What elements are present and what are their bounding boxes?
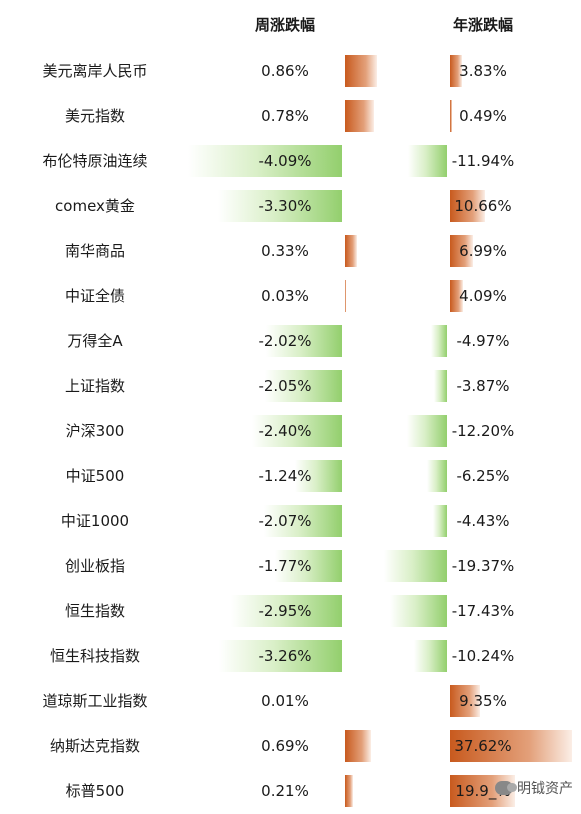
year-value: 37.62% xyxy=(423,724,543,769)
week-value: 0.69% xyxy=(225,724,345,769)
week-value: -3.30% xyxy=(225,184,345,229)
table-row: 创业板指 -1.77% -19.37% xyxy=(0,544,581,589)
week-bar xyxy=(345,775,353,807)
week-value: -4.09% xyxy=(225,139,345,184)
row-label: 中证全债 xyxy=(0,274,190,319)
week-value: 0.03% xyxy=(225,274,345,319)
table-row: 万得全A -2.02% -4.97% xyxy=(0,319,581,364)
table-row: 中证500 -1.24% -6.25% xyxy=(0,454,581,499)
week-value: -2.02% xyxy=(225,319,345,364)
table-row: 道琼斯工业指数 0.01% 9.35% xyxy=(0,679,581,724)
table-row: 布伦特原油连续 -4.09% -11.94% xyxy=(0,139,581,184)
row-label: 南华商品 xyxy=(0,229,190,274)
table-row: 中证1000 -2.07% -4.43% xyxy=(0,499,581,544)
week-value: 0.01% xyxy=(225,679,345,724)
wechat-icon xyxy=(495,781,513,795)
year-value: 10.66% xyxy=(423,184,543,229)
week-value: 0.78% xyxy=(225,94,345,139)
row-label: 万得全A xyxy=(0,319,190,364)
table-row: 上证指数 -2.05% -3.87% xyxy=(0,364,581,409)
year-value: 3.83% xyxy=(423,49,543,94)
week-value: -2.40% xyxy=(225,409,345,454)
row-label: 标普500 xyxy=(0,769,190,814)
row-label: 中证1000 xyxy=(0,499,190,544)
table-row: 沪深300 -2.40% -12.20% xyxy=(0,409,581,454)
row-label: 上证指数 xyxy=(0,364,190,409)
year-value: -4.43% xyxy=(423,499,543,544)
week-value: -2.05% xyxy=(225,364,345,409)
week-value: 0.33% xyxy=(225,229,345,274)
row-label: 纳斯达克指数 xyxy=(0,724,190,769)
watermark-text: 明钺资产 xyxy=(517,778,573,798)
table-row: 南华商品 0.33% 6.99% xyxy=(0,229,581,274)
row-label: 美元指数 xyxy=(0,94,190,139)
week-value: 0.86% xyxy=(225,49,345,94)
table-row: comex黄金 -3.30% 10.66% xyxy=(0,184,581,229)
week-bar xyxy=(345,55,377,87)
year-value: 4.09% xyxy=(423,274,543,319)
year-value: 9.35% xyxy=(423,679,543,724)
week-value: 0.21% xyxy=(225,769,345,814)
row-label: 创业板指 xyxy=(0,544,190,589)
header-year: 年涨跌幅 xyxy=(413,14,553,35)
week-value: -1.24% xyxy=(225,454,345,499)
table-row: 美元指数 0.78% 0.49% xyxy=(0,94,581,139)
year-value: -17.43% xyxy=(423,589,543,634)
header-week: 周涨跌幅 xyxy=(215,14,355,35)
week-bar xyxy=(345,235,357,267)
week-bar xyxy=(345,280,346,312)
week-bar xyxy=(345,100,374,132)
row-label: 中证500 xyxy=(0,454,190,499)
year-value: -12.20% xyxy=(423,409,543,454)
table-row: 美元离岸人民币 0.86% 3.83% xyxy=(0,49,581,94)
watermark: 明钺资产 xyxy=(495,778,573,798)
year-value: -19.37% xyxy=(423,544,543,589)
year-value: -10.24% xyxy=(423,634,543,679)
table-row: 恒生指数 -2.95% -17.43% xyxy=(0,589,581,634)
week-value: -2.07% xyxy=(225,499,345,544)
year-value: -3.87% xyxy=(423,364,543,409)
year-value: -11.94% xyxy=(423,139,543,184)
week-value: -2.95% xyxy=(225,589,345,634)
row-label: 美元离岸人民币 xyxy=(0,49,190,94)
table-row: 恒生科技指数 -3.26% -10.24% xyxy=(0,634,581,679)
year-value: 0.49% xyxy=(423,94,543,139)
table-row: 纳斯达克指数 0.69% 37.62% xyxy=(0,724,581,769)
year-value: 6.99% xyxy=(423,229,543,274)
row-label: comex黄金 xyxy=(0,184,190,229)
week-value: -3.26% xyxy=(225,634,345,679)
year-value: -6.25% xyxy=(423,454,543,499)
row-label: 沪深300 xyxy=(0,409,190,454)
row-label: 恒生指数 xyxy=(0,589,190,634)
row-label: 恒生科技指数 xyxy=(0,634,190,679)
year-value: -4.97% xyxy=(423,319,543,364)
week-value: -1.77% xyxy=(225,544,345,589)
table-row: 中证全债 0.03% 4.09% xyxy=(0,274,581,319)
row-label: 布伦特原油连续 xyxy=(0,139,190,184)
row-label: 道琼斯工业指数 xyxy=(0,679,190,724)
week-bar xyxy=(345,730,371,762)
